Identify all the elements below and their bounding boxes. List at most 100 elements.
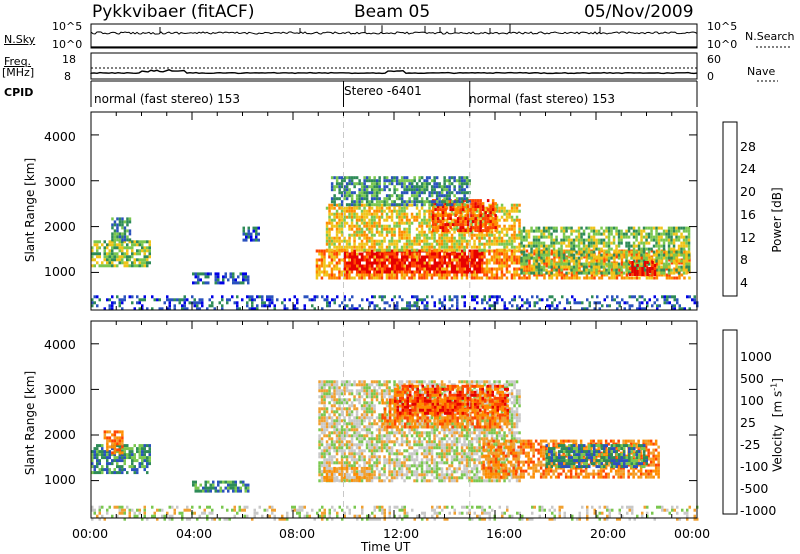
data-cell xyxy=(646,261,649,264)
data-cell xyxy=(453,245,456,249)
data-cell xyxy=(338,221,341,225)
data-cell xyxy=(146,444,149,448)
data-cell xyxy=(318,479,321,483)
data-cell xyxy=(425,218,429,222)
data-cell xyxy=(146,471,149,475)
data-cell xyxy=(455,179,459,183)
data-cell xyxy=(445,248,449,252)
data-cell xyxy=(338,188,341,192)
data-cell xyxy=(498,295,501,299)
data-cell xyxy=(343,179,346,183)
data-cell xyxy=(204,486,207,490)
data-cell xyxy=(440,185,444,189)
data-cell xyxy=(431,255,434,259)
data-cell xyxy=(398,224,401,228)
data-cell xyxy=(484,229,487,233)
data-cell xyxy=(123,450,126,454)
data-cell xyxy=(498,267,501,271)
data-cell xyxy=(486,220,490,224)
data-cell xyxy=(393,233,396,237)
data-cell xyxy=(653,264,657,267)
data-cell xyxy=(540,273,544,277)
data-cell xyxy=(348,242,351,246)
data-cell xyxy=(418,200,421,204)
data-cell xyxy=(368,261,371,265)
data-cell xyxy=(668,295,671,299)
data-cell xyxy=(346,261,349,265)
data-cell xyxy=(375,194,379,198)
data-cell xyxy=(655,253,658,257)
data-cell xyxy=(515,261,519,265)
data-cell xyxy=(351,258,354,262)
data-cell xyxy=(489,214,492,218)
data-cell xyxy=(360,185,364,189)
data-cell xyxy=(378,252,381,256)
data-cell xyxy=(403,221,406,225)
data-cell xyxy=(503,248,506,252)
data-cell xyxy=(439,214,442,218)
data-cell xyxy=(441,208,445,212)
data-cell xyxy=(373,176,376,180)
data-cell xyxy=(460,182,464,186)
data-cell xyxy=(273,304,276,308)
data-cell xyxy=(464,229,467,233)
data-cell xyxy=(602,241,606,245)
data-cell xyxy=(168,307,171,311)
data-cell xyxy=(430,242,434,246)
data-cell xyxy=(580,271,583,275)
data-cell xyxy=(390,179,394,183)
data-cell xyxy=(328,233,331,237)
data-cell xyxy=(343,185,346,189)
data-cell xyxy=(483,233,486,237)
data-cell xyxy=(365,194,369,198)
data-cell xyxy=(466,211,470,215)
data-cell xyxy=(318,443,321,447)
data-cell xyxy=(395,188,399,192)
data-cell xyxy=(136,450,139,454)
data-cell xyxy=(204,489,207,493)
data-cell xyxy=(353,224,356,228)
data-cell xyxy=(351,304,354,308)
data-cell xyxy=(338,197,341,201)
data-cell xyxy=(343,194,346,198)
data-cell xyxy=(675,270,679,274)
data-cell xyxy=(395,276,399,280)
data-cell xyxy=(247,489,250,493)
data-cell xyxy=(411,304,414,308)
data-cell xyxy=(410,194,414,198)
data-cell xyxy=(607,253,611,257)
data-cell xyxy=(423,200,426,204)
data-cell xyxy=(355,230,359,234)
data-cell xyxy=(523,273,526,277)
data-cell xyxy=(400,206,404,210)
data-cell xyxy=(667,262,671,266)
data-cell xyxy=(658,273,661,277)
data-cell xyxy=(204,272,207,276)
data-cell xyxy=(242,238,245,242)
data-cell xyxy=(355,264,359,268)
data-cell xyxy=(428,270,431,274)
data-cell xyxy=(456,307,459,311)
data-cell xyxy=(368,179,371,183)
xtick-1: 04:00 xyxy=(176,526,213,541)
data-cell xyxy=(436,229,440,233)
data-cell xyxy=(328,301,331,305)
data-cell xyxy=(661,295,664,299)
data-cell xyxy=(625,265,628,269)
data-cell xyxy=(518,267,521,271)
data-cell xyxy=(103,249,106,253)
data-cell xyxy=(411,255,414,259)
data-cell xyxy=(338,185,341,189)
data-cell xyxy=(320,419,324,423)
data-cell xyxy=(365,255,369,259)
data-cell xyxy=(687,247,691,251)
data-cell xyxy=(560,270,564,274)
data-cell xyxy=(505,255,509,259)
data-cell xyxy=(660,259,663,263)
data-cell xyxy=(608,276,611,280)
data-cell xyxy=(685,258,689,262)
data-cell xyxy=(577,226,581,230)
data-cell xyxy=(113,448,117,452)
data-cell xyxy=(498,242,501,246)
data-cell xyxy=(238,307,241,311)
